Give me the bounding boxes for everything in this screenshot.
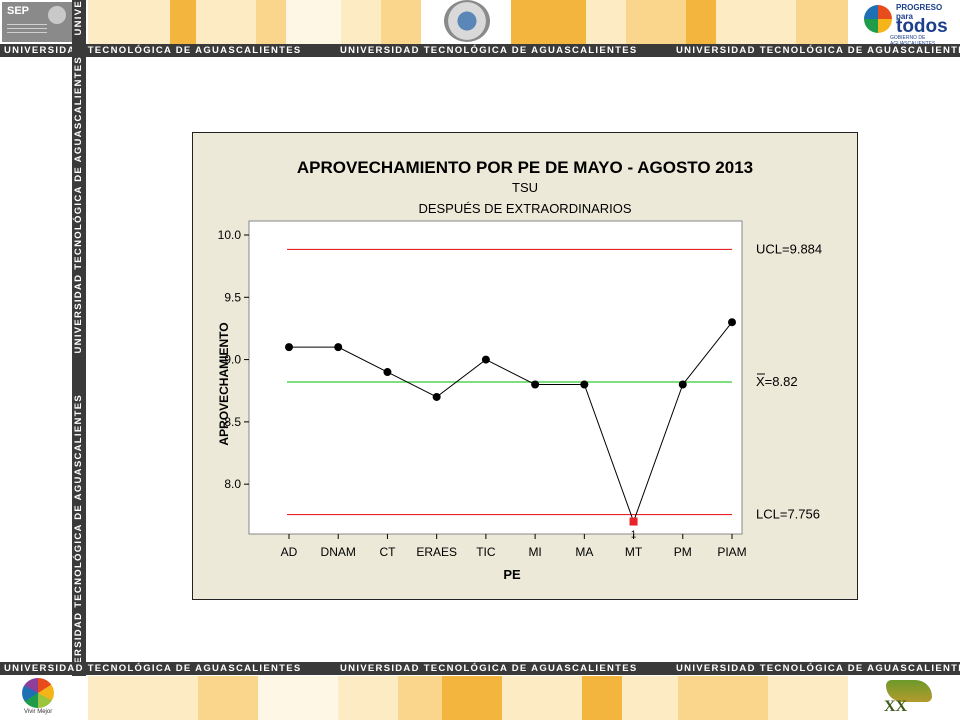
data-point — [432, 392, 441, 401]
chart-subtitle-2: DESPUÉS DE EXTRAORDINARIOS — [418, 201, 631, 216]
chart-title: APROVECHAMIENTO POR PE DE MAYO - AGOSTO … — [297, 158, 753, 177]
ucl-label: UCL=9.884 — [756, 241, 822, 256]
bottom-university-band: UNIVERSIDAD TECNOLÓGICA DE AGUASCALIENTE… — [0, 662, 960, 675]
x-tick-label: ERAES — [416, 545, 457, 559]
y-tick-label: 8.0 — [224, 477, 241, 491]
data-point — [383, 368, 392, 377]
vivir-mejor-flower-icon — [22, 678, 54, 708]
x-tick-label: CT — [379, 545, 396, 559]
ut-logo-mark-icon — [886, 680, 932, 702]
x-tick-label: AD — [281, 545, 298, 559]
chart-subtitle-1: TSU — [512, 180, 538, 195]
plot-area — [248, 220, 743, 535]
band-text: UNIVERSIDAD TECNOLÓGICA DE AGUASCALIENTE… — [340, 663, 638, 674]
ut-logo-xx-text: XX — [884, 698, 908, 715]
x-tick-label: MA — [575, 545, 593, 559]
band-text: UNIVERSIDAD TECNOLÓGICA DE AGUASCALIENTE… — [73, 56, 84, 354]
top-university-band: UNIVERSIDAD TECNOLÓGICA DE AGUASCALIENTE… — [0, 44, 960, 57]
y-tick-label: 10.0 — [218, 228, 242, 242]
x-tick-label: PM — [674, 545, 692, 559]
band-text: UNIVERSIDAD TECNOLÓGICA DE AGUASCALIENTE… — [676, 663, 960, 674]
vivir-mejor-logo: Vivir Mejor — [18, 676, 58, 720]
university-seal-icon — [444, 0, 490, 42]
band-fragment: UNIVE — [73, 0, 84, 36]
bottom-stripes — [88, 676, 848, 720]
progreso-logo-small-text: PROGRESO para — [896, 3, 943, 21]
data-point — [481, 355, 490, 364]
x-tick-label: TIC — [476, 545, 496, 559]
sep-logo: SEP — [2, 2, 72, 42]
x-axis-label: PE — [503, 567, 521, 582]
bottom-banner — [0, 676, 960, 720]
series-line — [289, 321, 733, 524]
progreso-logo-icon — [864, 5, 892, 33]
data-point — [678, 380, 687, 389]
x-tick-label: DNAM — [321, 545, 356, 559]
lcl-label: LCL=7.756 — [756, 507, 820, 522]
chart-svg: APROVECHAMIENTO POR PE DE MAYO - AGOSTO … — [217, 158, 822, 582]
y-tick-label: 8.5 — [224, 415, 241, 429]
band-text: UNIVERSIDAD TECNOLÓGICA DE AGUASCALIENTE… — [73, 394, 84, 692]
control-chart: APROVECHAMIENTO POR PE DE MAYO - AGOSTO … — [192, 132, 858, 600]
data-point — [728, 318, 736, 327]
out-of-control-point — [629, 517, 638, 526]
y-tick-label: 9.5 — [224, 290, 241, 304]
sep-logo-text: SEP — [7, 5, 30, 17]
band-text: UNIVERSIDAD TECNOLÓGICA DE AGUASCALIENTE… — [340, 45, 638, 56]
left-university-band: UNIVE UNIVERSIDAD TECNOLÓGICA DE AGUASCA… — [72, 0, 86, 720]
x-tick-label: PIAM — [717, 545, 746, 559]
band-text: UNIVERSIDAD TECNOLÓGICA DE AGUASCALIENTE… — [4, 45, 302, 56]
progreso-logo-big-text: todos — [896, 16, 948, 37]
data-point — [580, 380, 589, 389]
x-tick-label: MT — [625, 545, 643, 559]
sep-logo-subtext — [7, 24, 47, 25]
center-label: X=8.82 — [756, 374, 798, 389]
ut-anniversary-logo: XX — [876, 676, 946, 720]
top-banner: SEP PROGRESO para todos GOBIERNO DE AGUA… — [0, 0, 960, 47]
y-tick-label: 9.0 — [224, 353, 241, 367]
data-point — [334, 343, 343, 352]
data-point — [531, 380, 540, 389]
x-tick-label: MI — [528, 545, 541, 559]
mexico-shield-icon — [48, 6, 66, 24]
out-of-control-marker-label: 1 — [631, 530, 637, 541]
vivir-mejor-text: Vivir Mejor — [24, 709, 53, 715]
band-text: UNIVERSIDAD TECNOLÓGICA DE AGUASCALIENTE… — [4, 663, 302, 674]
data-point — [285, 343, 293, 352]
band-text: UNIVERSIDAD TECNOLÓGICA DE AGUASCALIENTE… — [676, 45, 960, 56]
y-axis-label: APROVECHAMIENTO — [217, 322, 231, 445]
progreso-para-todos-logo: PROGRESO para todos GOBIERNO DE AGUASCAL… — [862, 2, 958, 47]
